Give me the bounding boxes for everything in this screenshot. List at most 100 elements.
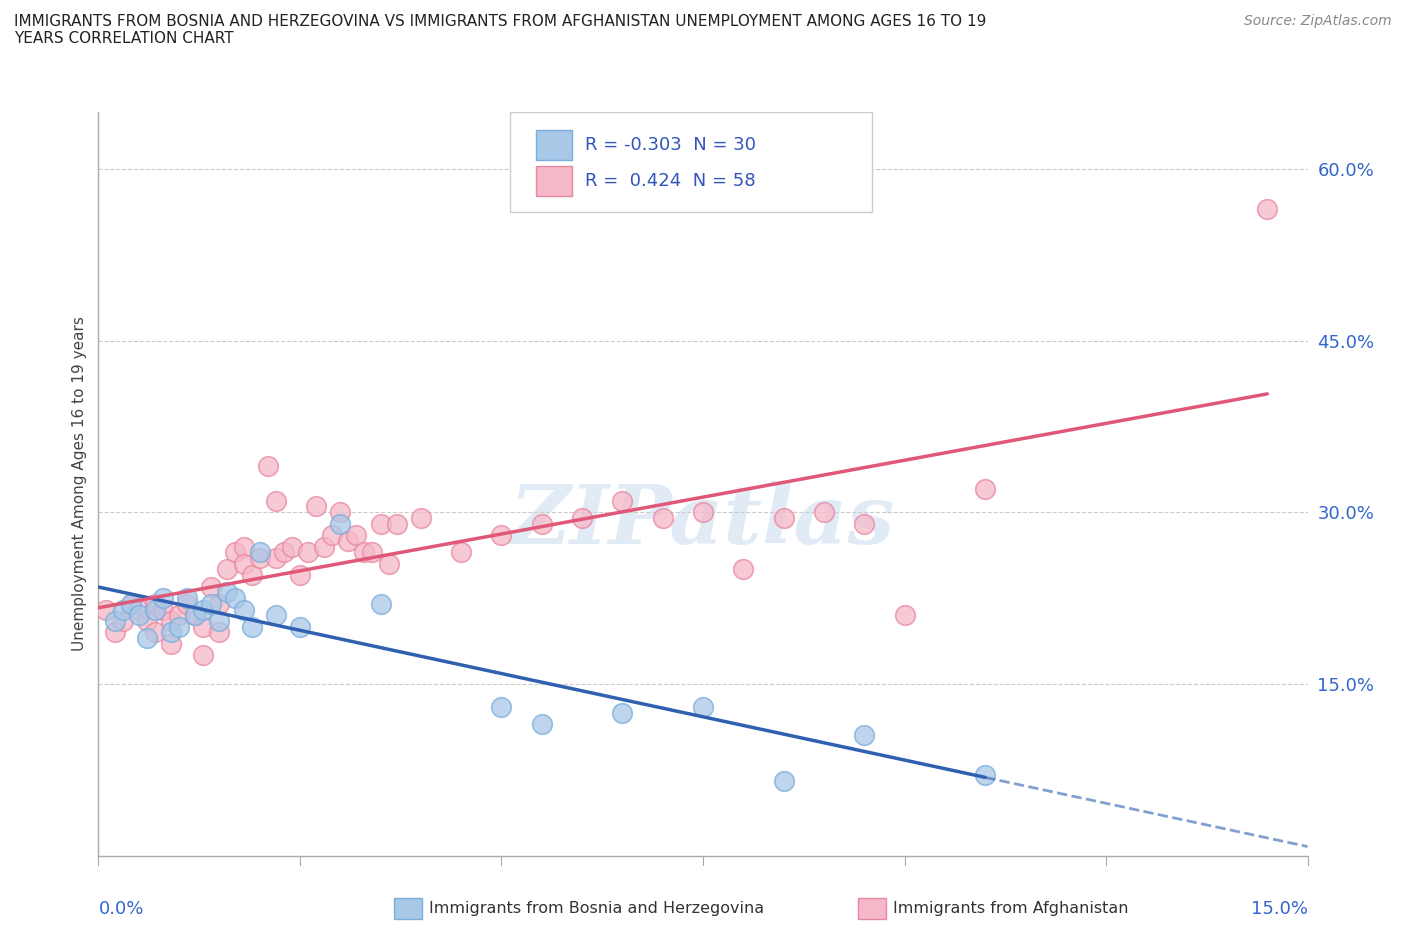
- Point: [249, 545, 271, 560]
- Point: [530, 716, 553, 731]
- Point: [297, 545, 319, 560]
- Point: [491, 527, 513, 542]
- Text: 15.0%: 15.0%: [1250, 900, 1308, 918]
- Point: [176, 596, 198, 611]
- Point: [571, 511, 593, 525]
- Text: R =  0.424  N = 58: R = 0.424 N = 58: [585, 172, 755, 190]
- Point: [184, 608, 207, 623]
- Point: [385, 516, 408, 531]
- Point: [344, 527, 367, 542]
- Point: [450, 545, 472, 560]
- Point: [143, 625, 166, 640]
- Point: [329, 505, 352, 520]
- Point: [160, 614, 183, 629]
- Point: [160, 636, 183, 651]
- Point: [167, 608, 190, 623]
- Point: [224, 545, 246, 560]
- Point: [530, 516, 553, 531]
- Point: [853, 728, 876, 743]
- Point: [184, 608, 207, 623]
- Point: [135, 614, 157, 629]
- Text: Immigrants from Bosnia and Herzegovina: Immigrants from Bosnia and Herzegovina: [429, 901, 763, 916]
- Point: [208, 596, 231, 611]
- Point: [974, 482, 997, 497]
- Point: [281, 539, 304, 554]
- Point: [321, 527, 343, 542]
- Point: [240, 567, 263, 582]
- Point: [314, 539, 336, 554]
- Point: [152, 602, 174, 617]
- Point: [409, 511, 432, 525]
- Point: [143, 596, 166, 611]
- Point: [264, 608, 287, 623]
- Point: [193, 648, 215, 663]
- Point: [256, 459, 278, 474]
- Point: [128, 608, 150, 623]
- Point: [813, 505, 835, 520]
- Point: [232, 602, 254, 617]
- Point: [772, 511, 794, 525]
- Point: [176, 591, 198, 605]
- Point: [361, 545, 384, 560]
- FancyBboxPatch shape: [536, 166, 572, 195]
- Text: Source: ZipAtlas.com: Source: ZipAtlas.com: [1244, 14, 1392, 28]
- Point: [160, 625, 183, 640]
- Point: [103, 614, 125, 629]
- Point: [974, 768, 997, 783]
- Point: [200, 579, 222, 594]
- Point: [120, 596, 142, 611]
- Point: [893, 608, 915, 623]
- FancyBboxPatch shape: [536, 130, 572, 160]
- Point: [217, 562, 239, 577]
- Point: [111, 602, 134, 617]
- Point: [692, 699, 714, 714]
- Point: [377, 556, 399, 571]
- Point: [1256, 202, 1278, 217]
- Point: [240, 619, 263, 634]
- Point: [128, 602, 150, 617]
- Point: [193, 602, 215, 617]
- Point: [264, 493, 287, 508]
- Point: [193, 619, 215, 634]
- Text: 0.0%: 0.0%: [98, 900, 143, 918]
- Point: [143, 602, 166, 617]
- Point: [692, 505, 714, 520]
- Text: Immigrants from Afghanistan: Immigrants from Afghanistan: [893, 901, 1128, 916]
- Point: [612, 705, 634, 720]
- Point: [200, 596, 222, 611]
- Point: [491, 699, 513, 714]
- Point: [353, 545, 375, 560]
- Point: [370, 596, 392, 611]
- Text: IMMIGRANTS FROM BOSNIA AND HERZEGOVINA VS IMMIGRANTS FROM AFGHANISTAN UNEMPLOYME: IMMIGRANTS FROM BOSNIA AND HERZEGOVINA V…: [14, 14, 987, 46]
- Point: [249, 551, 271, 565]
- Text: ZIPatlas: ZIPatlas: [510, 481, 896, 561]
- Point: [264, 551, 287, 565]
- Point: [232, 556, 254, 571]
- Point: [337, 534, 360, 549]
- Point: [224, 591, 246, 605]
- Point: [111, 614, 134, 629]
- Y-axis label: Unemployment Among Ages 16 to 19 years: Unemployment Among Ages 16 to 19 years: [72, 316, 87, 651]
- Point: [208, 614, 231, 629]
- Point: [167, 619, 190, 634]
- Point: [120, 596, 142, 611]
- Point: [612, 493, 634, 508]
- Point: [329, 516, 352, 531]
- Point: [232, 539, 254, 554]
- Point: [273, 545, 295, 560]
- Point: [853, 516, 876, 531]
- Point: [305, 499, 328, 514]
- Point: [288, 567, 311, 582]
- Point: [96, 602, 118, 617]
- FancyBboxPatch shape: [509, 112, 872, 212]
- Point: [103, 625, 125, 640]
- Point: [152, 591, 174, 605]
- Point: [733, 562, 755, 577]
- Point: [772, 774, 794, 789]
- Point: [651, 511, 673, 525]
- Point: [288, 619, 311, 634]
- Point: [370, 516, 392, 531]
- Text: R = -0.303  N = 30: R = -0.303 N = 30: [585, 136, 755, 154]
- Point: [208, 625, 231, 640]
- Point: [135, 631, 157, 645]
